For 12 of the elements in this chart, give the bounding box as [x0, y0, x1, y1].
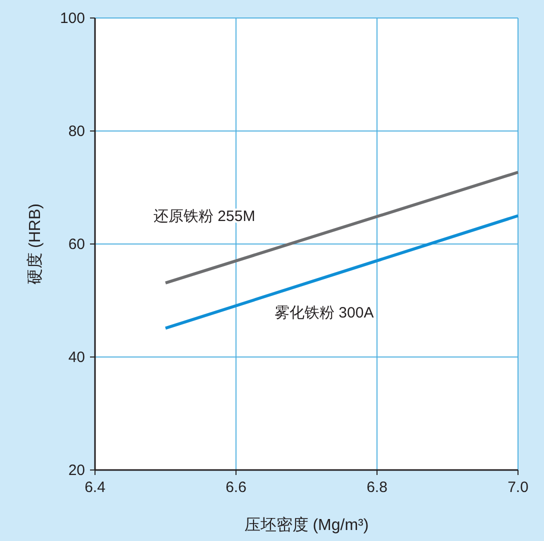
- x-tick-label: 6.6: [226, 479, 246, 496]
- y-tick-label: 80: [68, 123, 85, 140]
- x-axis-title: 压坯密度 (Mg/m³): [244, 516, 369, 534]
- x-tick-label: 6.4: [84, 479, 106, 496]
- y-tick-label: 40: [68, 349, 85, 366]
- series-label: 雾化铁粉 300A: [274, 304, 374, 322]
- x-tick-label: 7.0: [508, 479, 528, 496]
- y-tick-label: 100: [60, 10, 85, 27]
- y-tick-label: 60: [68, 236, 85, 253]
- y-tick-label: 20: [68, 462, 85, 479]
- y-axis-title: 硬度 (HRB): [26, 204, 44, 284]
- x-tick-label: 6.8: [366, 479, 388, 496]
